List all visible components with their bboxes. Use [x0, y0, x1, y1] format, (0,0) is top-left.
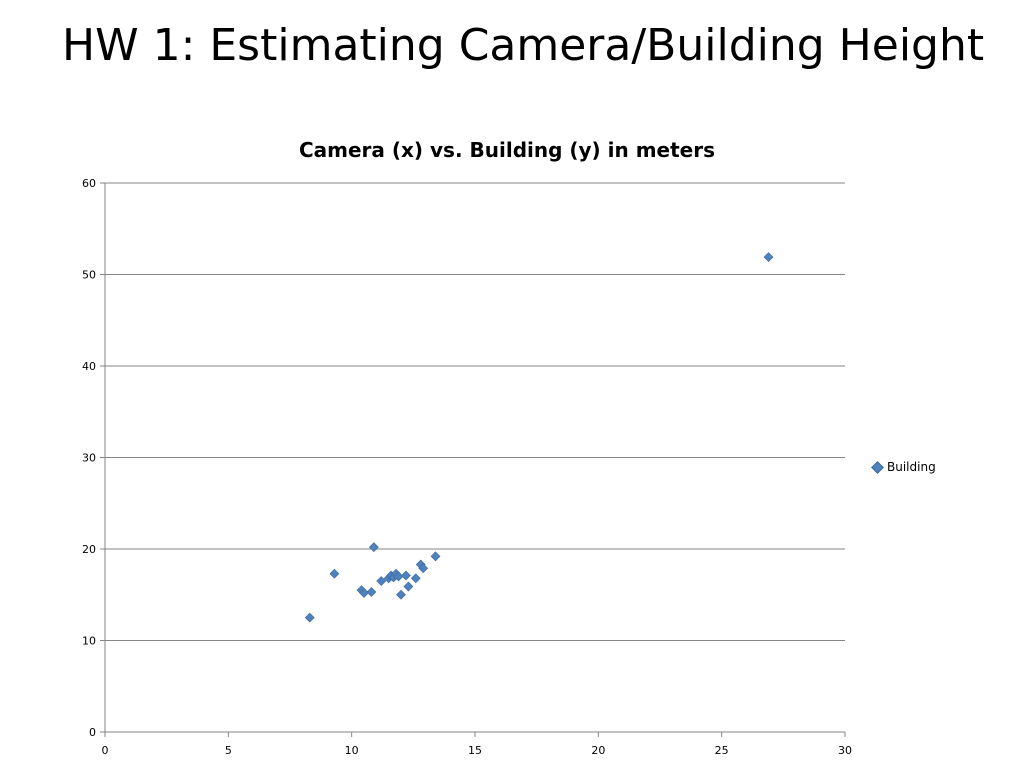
legend-label-building: Building	[887, 460, 936, 474]
legend-diamond-icon	[871, 460, 884, 474]
data-point-0-1	[329, 568, 340, 579]
tick-labels: 0 10 20 30 40 50 60 0 5 10 15 20 25 30	[82, 177, 852, 757]
data-point-0-19	[763, 252, 774, 263]
data-point-0-11	[393, 571, 404, 582]
x-tick-label-10: 10	[345, 744, 359, 757]
y-tick-label-60: 60	[82, 177, 96, 190]
data-point-0-3	[359, 587, 369, 598]
data-point-0-14	[403, 581, 414, 592]
chart-title: Camera (x) vs. Building (y) in meters	[298, 138, 716, 162]
data-point-0-18	[430, 551, 441, 562]
data-point-0-15	[410, 573, 421, 584]
data-point-0-6	[376, 576, 387, 586]
x-tick-label-25: 25	[715, 744, 729, 757]
data-point-0-0	[304, 612, 315, 623]
data-point-0-12	[396, 589, 406, 600]
legend: Building	[871, 460, 936, 474]
x-tick-label-15: 15	[468, 744, 482, 757]
y-tick-label-10: 10	[82, 635, 96, 648]
axes	[100, 182, 846, 737]
gridlines	[105, 182, 845, 641]
data-points	[304, 252, 774, 623]
slide-title: HW 1: Estimating Camera/Building Height	[62, 20, 985, 71]
y-tick-label-30: 30	[82, 452, 96, 465]
y-tick-label-50: 50	[82, 269, 96, 282]
x-tick-label-30: 30	[838, 744, 852, 757]
x-tick-label-0: 0	[102, 744, 109, 757]
data-point-0-5	[368, 542, 379, 553]
y-tick-label-20: 20	[82, 543, 96, 556]
x-tick-label-20: 20	[591, 744, 605, 757]
data-point-0-17	[418, 563, 429, 574]
x-tick-label-5: 5	[225, 744, 232, 757]
data-point-0-4	[366, 587, 377, 597]
y-tick-label-0: 0	[89, 726, 96, 739]
data-point-0-13	[401, 570, 411, 581]
y-tick-label-40: 40	[82, 360, 96, 373]
